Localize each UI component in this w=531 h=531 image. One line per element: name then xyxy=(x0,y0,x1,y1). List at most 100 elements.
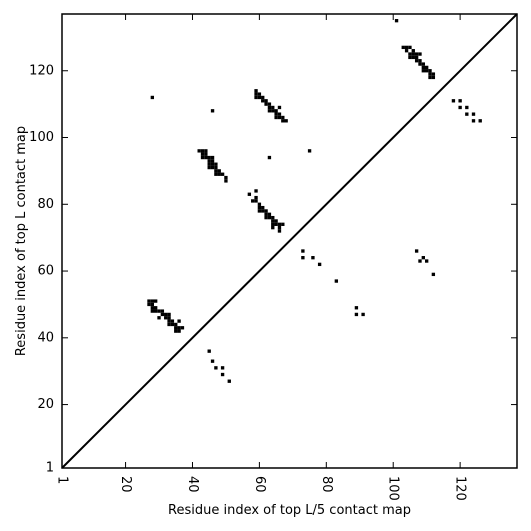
contact-point xyxy=(204,155,208,160)
contact-point xyxy=(214,165,218,170)
x-tick-label: 100 xyxy=(386,476,401,501)
contact-point xyxy=(411,55,415,60)
contact-point xyxy=(264,99,268,103)
contact-point xyxy=(418,59,422,63)
contact-point xyxy=(200,155,205,160)
x-axis-title: Residue index of top L/5 contact map xyxy=(168,503,411,518)
y-tick-label: 40 xyxy=(37,330,54,345)
contact-point xyxy=(264,215,268,220)
contact-point xyxy=(217,169,221,173)
contact-point xyxy=(264,212,268,216)
contact-point xyxy=(174,329,178,333)
contact-point xyxy=(458,105,462,110)
contact-point xyxy=(425,259,429,263)
contact-point xyxy=(261,99,265,103)
contact-point xyxy=(428,75,432,80)
x-tick-label: 20 xyxy=(118,476,133,493)
contact-point xyxy=(465,105,469,110)
contact-point xyxy=(160,312,165,317)
contact-point xyxy=(284,119,288,123)
contact-point xyxy=(277,112,282,116)
contact-point xyxy=(210,165,215,170)
contact-point xyxy=(281,119,285,123)
contact-point xyxy=(254,189,258,193)
contact-point xyxy=(428,72,432,76)
contact-point xyxy=(307,149,312,153)
contact-point xyxy=(414,52,419,56)
contact-point xyxy=(177,319,181,323)
contact-point xyxy=(257,92,262,96)
contact-point xyxy=(257,202,262,206)
contact-point xyxy=(431,72,436,76)
contact-point xyxy=(147,302,151,307)
contact-point xyxy=(170,319,175,323)
contact-point xyxy=(254,199,258,203)
contact-point xyxy=(334,279,339,283)
contact-point xyxy=(210,155,215,160)
contact-point xyxy=(421,65,425,70)
contact-point xyxy=(274,222,278,226)
contact-point xyxy=(197,149,201,153)
contact-point xyxy=(200,149,205,153)
contact-point xyxy=(421,69,425,73)
y-tick-label: 120 xyxy=(29,63,54,78)
contact-point xyxy=(271,105,275,110)
contact-point xyxy=(150,95,155,100)
contact-point xyxy=(281,115,285,120)
contact-point xyxy=(271,109,275,113)
y-tick-label: 60 xyxy=(37,264,54,279)
contact-point xyxy=(150,306,155,310)
contact-point xyxy=(267,155,272,160)
contact-point xyxy=(227,379,231,383)
y-tick-label: 20 xyxy=(37,397,54,412)
contact-point xyxy=(257,205,262,210)
contact-point xyxy=(408,55,412,60)
contact-point xyxy=(277,105,282,110)
contact-point xyxy=(164,312,168,317)
contact-point xyxy=(257,209,262,213)
contact-point xyxy=(478,119,482,123)
contact-point xyxy=(257,95,262,100)
x-tick-label: 120 xyxy=(453,476,468,501)
contact-point xyxy=(418,62,422,66)
contact-point xyxy=(170,322,175,327)
contact-point xyxy=(267,102,272,106)
contact-point xyxy=(271,222,275,226)
contact-point xyxy=(177,329,181,333)
contact-point xyxy=(277,115,282,120)
contact-point xyxy=(471,112,476,116)
contact-point xyxy=(267,109,272,113)
contact-point xyxy=(214,169,218,173)
contact-point xyxy=(204,152,208,156)
contact-point xyxy=(174,322,178,327)
contact-point xyxy=(164,316,168,320)
contact-point xyxy=(254,89,258,93)
contact-point xyxy=(431,75,436,80)
contact-point xyxy=(147,299,151,303)
contact-point xyxy=(214,162,218,166)
contact-point xyxy=(274,112,278,116)
contact-point xyxy=(207,162,211,166)
contact-point xyxy=(220,172,225,176)
contact-point xyxy=(214,366,218,370)
contact-point xyxy=(224,179,228,183)
contact-point xyxy=(401,45,405,50)
contact-point xyxy=(425,69,429,73)
contact-point xyxy=(408,52,412,56)
contact-point xyxy=(267,105,272,110)
contact-point xyxy=(220,372,225,377)
y-tick-label: 80 xyxy=(37,197,54,212)
contact-point xyxy=(271,219,275,223)
contact-point xyxy=(210,162,215,166)
contact-point xyxy=(167,312,171,317)
contact-point xyxy=(167,319,171,323)
contact-point xyxy=(180,326,185,330)
contact-point xyxy=(277,229,282,233)
contact-point xyxy=(261,205,265,210)
contact-point xyxy=(431,272,436,277)
contact-point xyxy=(261,209,265,213)
contact-point xyxy=(224,175,228,180)
contact-point xyxy=(167,322,171,327)
contact-point xyxy=(267,215,272,220)
contact-point xyxy=(150,299,155,303)
